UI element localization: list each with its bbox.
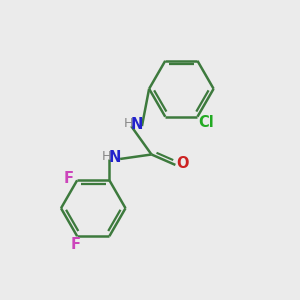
- Text: F: F: [63, 171, 73, 186]
- Text: O: O: [177, 156, 189, 171]
- Text: F: F: [70, 237, 81, 252]
- Text: N: N: [109, 150, 121, 165]
- Text: H: H: [123, 117, 133, 130]
- Text: H: H: [102, 150, 111, 163]
- Text: N: N: [130, 117, 143, 132]
- Text: Cl: Cl: [198, 115, 214, 130]
